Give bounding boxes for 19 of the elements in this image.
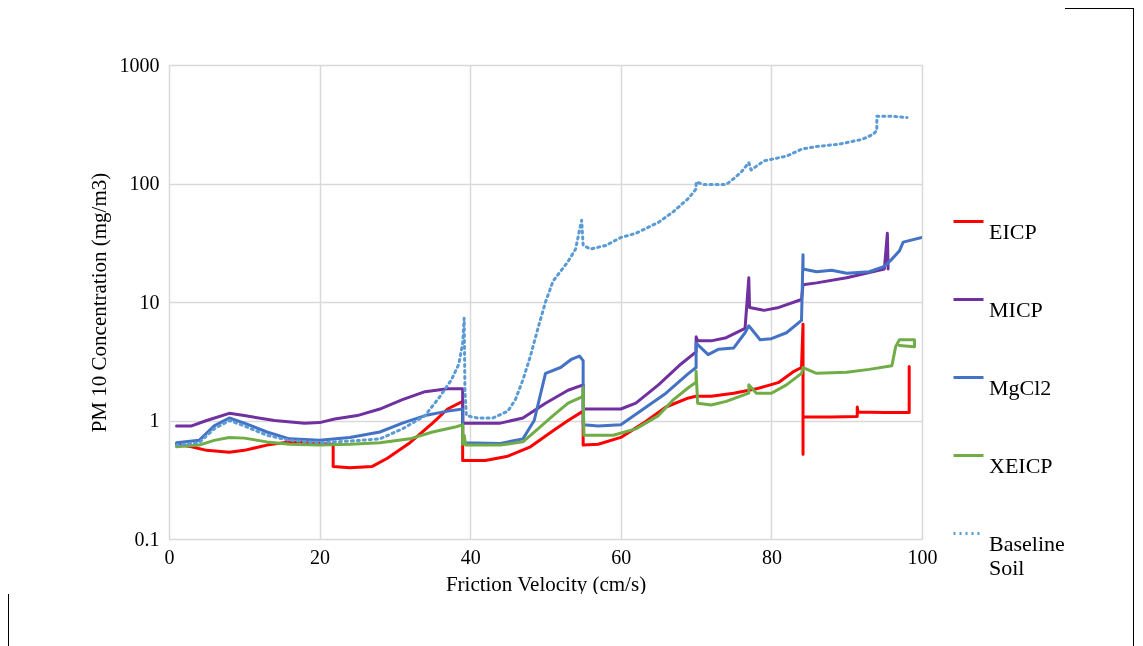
legend-label: MgCl2 — [989, 374, 1052, 400]
line-series — [175, 338, 916, 449]
legend-label: Baseline Soil — [989, 530, 1065, 580]
legend-label: EICP — [989, 218, 1037, 244]
x-tick-label: 20 — [310, 545, 331, 568]
x-tick-label: 40 — [460, 545, 481, 568]
legend-label: XEICP — [989, 452, 1053, 478]
line-series — [175, 114, 909, 447]
x-tick-label: 80 — [761, 545, 782, 568]
legend-label: MICP — [989, 296, 1043, 322]
y-tick-label: 0.1 — [134, 527, 160, 550]
y-tick-label: 10 — [139, 290, 160, 313]
y-tick-label: 1000 — [119, 53, 160, 76]
x-tick-label: 0 — [164, 545, 175, 568]
x-tick-label: 100 — [907, 545, 938, 568]
y-tick-label: 1 — [149, 409, 160, 431]
y-tick-label: 100 — [129, 172, 160, 194]
y-axis-title: PM 10 Concentration (mg/m3) — [86, 172, 111, 433]
x-tick-label: 60 — [611, 545, 632, 568]
